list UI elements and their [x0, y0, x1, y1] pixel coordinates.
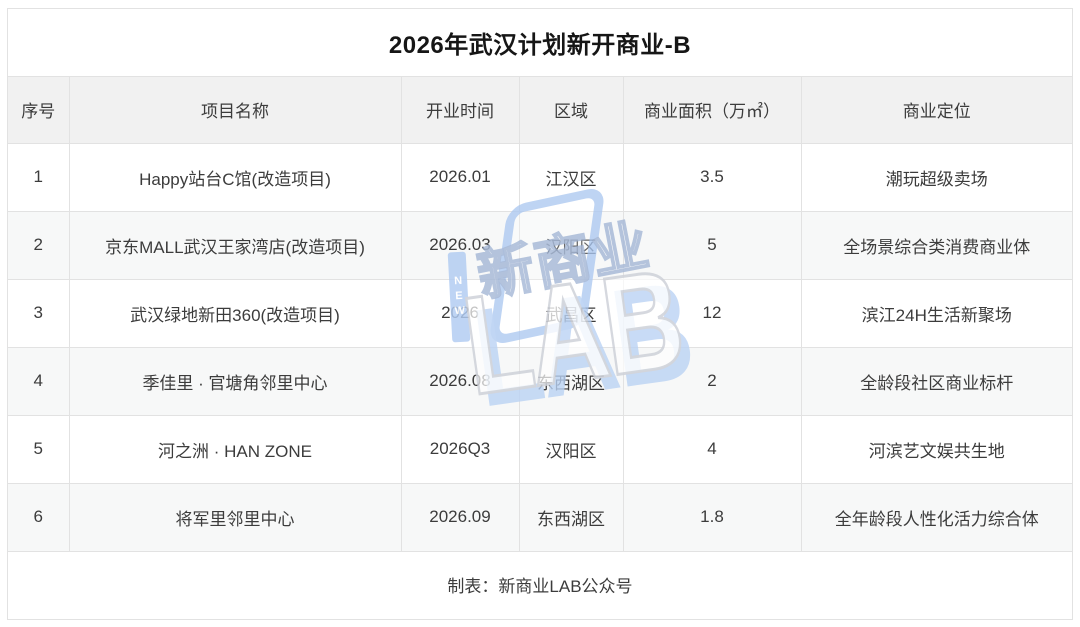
cell-opening: 2026	[401, 279, 520, 348]
table-row: 6 将军里邻里中心 2026.09 东西湖区 1.8 全年龄段人性化活力综合体	[8, 483, 1072, 552]
cell-position: 全龄段社区商业标杆	[801, 347, 1072, 416]
cell-area: 4	[623, 415, 802, 484]
table-row: 4 季佳里 · 官塘角邻里中心 2026.08 东西湖区 2 全龄段社区商业标杆	[8, 347, 1072, 416]
cell-opening: 2026.08	[401, 347, 520, 416]
page-title: 2026年武汉计划新开商业-B	[388, 32, 692, 59]
cell-district: 东西湖区	[519, 347, 624, 416]
projects-table: 序号 项目名称 开业时间 区域 商业面积（万㎡） 商业定位 1 Happy站台C…	[8, 77, 1072, 552]
cell-area: 12	[623, 279, 802, 348]
cell-index: 4	[8, 347, 70, 416]
cell-position: 全场景综合类消费商业体	[801, 211, 1072, 280]
cell-position: 潮玩超级卖场	[801, 143, 1072, 212]
cell-name: Happy站台C馆(改造项目)	[69, 143, 402, 212]
col-header-area: 商业面积（万㎡）	[623, 77, 802, 144]
header-row: 序号 项目名称 开业时间 区域 商业面积（万㎡） 商业定位	[8, 77, 1072, 144]
cell-index: 3	[8, 279, 70, 348]
cell-position: 全年龄段人性化活力综合体	[801, 483, 1072, 552]
table-row: 1 Happy站台C馆(改造项目) 2026.01 江汉区 3.5 潮玩超级卖场	[8, 143, 1072, 212]
cell-opening: 2026.09	[401, 483, 520, 552]
cell-area: 1.8	[623, 483, 802, 552]
cell-opening: 2026.03	[401, 211, 520, 280]
col-header-opening: 开业时间	[401, 77, 520, 144]
cell-index: 5	[8, 415, 70, 484]
cell-index: 6	[8, 483, 70, 552]
cell-name: 季佳里 · 官塘角邻里中心	[69, 347, 402, 416]
table-card: 2026年武汉计划新开商业-B 序号 项目名称 开业时间 区域 商业面积（万㎡）…	[7, 8, 1073, 620]
footer-bar: 制表：新商业LAB公众号	[8, 551, 1072, 618]
table-row: 5 河之洲 · HAN ZONE 2026Q3 汉阳区 4 河滨艺文娱共生地	[8, 415, 1072, 484]
table-row: 3 武汉绿地新田360(改造项目) 2026 武昌区 12 滨江24H生活新聚场	[8, 279, 1072, 348]
cell-position: 滨江24H生活新聚场	[801, 279, 1072, 348]
cell-name: 将军里邻里中心	[69, 483, 402, 552]
cell-index: 1	[8, 143, 70, 212]
cell-area: 3.5	[623, 143, 802, 212]
col-header-position: 商业定位	[801, 77, 1072, 144]
col-header-name: 项目名称	[69, 77, 402, 144]
cell-district: 武昌区	[519, 279, 624, 348]
cell-name: 武汉绿地新田360(改造项目)	[69, 279, 402, 348]
cell-district: 江汉区	[519, 143, 624, 212]
credit-text: 制表：新商业LAB公众号	[447, 577, 633, 596]
cell-district: 汉阳区	[519, 415, 624, 484]
cell-name: 京东MALL武汉王家湾店(改造项目)	[69, 211, 402, 280]
table-row: 2 京东MALL武汉王家湾店(改造项目) 2026.03 汉阳区 5 全场景综合…	[8, 211, 1072, 280]
col-header-district: 区域	[519, 77, 624, 144]
cell-name: 河之洲 · HAN ZONE	[69, 415, 402, 484]
cell-opening: 2026Q3	[401, 415, 520, 484]
cell-area: 2	[623, 347, 802, 416]
cell-area: 5	[623, 211, 802, 280]
cell-district: 汉阳区	[519, 211, 624, 280]
cell-district: 东西湖区	[519, 483, 624, 552]
title-bar: 2026年武汉计划新开商业-B	[8, 9, 1072, 77]
col-header-index: 序号	[8, 77, 70, 144]
cell-index: 2	[8, 211, 70, 280]
cell-position: 河滨艺文娱共生地	[801, 415, 1072, 484]
cell-opening: 2026.01	[401, 143, 520, 212]
